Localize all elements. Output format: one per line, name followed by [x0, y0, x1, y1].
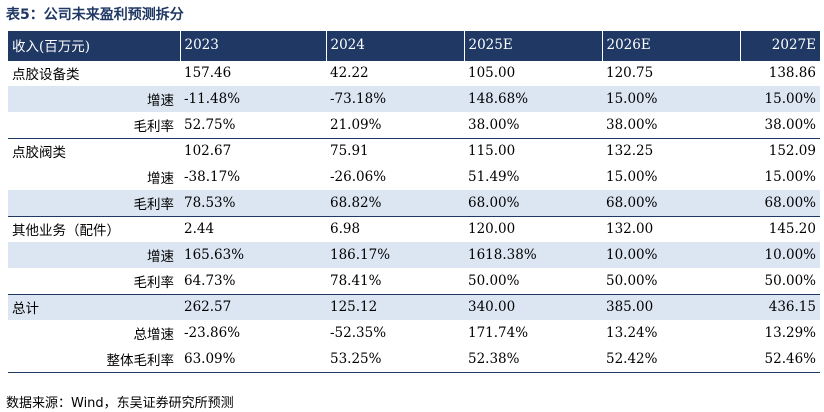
cell-value: 2.44 — [180, 215, 326, 242]
table-row: 毛利率 78.53% 68.82% 68.00% 68.00% 68.00% — [8, 190, 820, 216]
cell-value: 42.22 — [326, 59, 464, 86]
table-row: 整体毛利率 63.09% 53.25% 52.38% 52.42% 52.46% — [8, 346, 820, 373]
cell-value: 10.00% — [606, 247, 658, 263]
header-label: 收入(百万元) — [12, 39, 91, 56]
table-title: 表5：公司未来盈利预测拆分 — [6, 7, 184, 23]
cell-value: 15.00% — [606, 169, 658, 185]
cell-value: 186.17% — [330, 247, 391, 263]
cell-value: 132.00 — [602, 215, 740, 242]
table-row: 增速 165.63% 186.17% 1618.38% 10.00% 10.00… — [8, 242, 820, 268]
cell-value: 10.00% — [764, 247, 816, 263]
cell-value: 68.00% — [468, 194, 520, 211]
table-row: 总计 262.57 125.12 340.00 385.00 436.15 — [8, 293, 820, 320]
cell-value: 171.74% — [468, 325, 529, 341]
cell-value: 52.42% — [602, 346, 740, 373]
cell-value: 120.00 — [464, 215, 602, 242]
cell-value: 385.00 — [602, 293, 740, 320]
row-label: 总增速 — [133, 327, 175, 343]
cell-value: 75.91 — [326, 137, 464, 164]
cell-value: 78.41% — [330, 272, 382, 289]
cell-value: 52.46% — [740, 346, 820, 373]
table-row: 其他业务（配件） 2.44 6.98 120.00 132.00 145.20 — [8, 215, 820, 242]
cell-value: 120.75 — [602, 59, 740, 86]
row-label: 毛利率 — [133, 274, 175, 291]
header-year: 2027E — [739, 31, 820, 60]
cell-value: -73.18% — [330, 91, 387, 107]
row-label: 毛利率 — [133, 118, 175, 135]
cell-value: 68.00% — [764, 194, 816, 211]
cell-value: 15.00% — [764, 91, 816, 107]
table-row: 总增速 -23.86% -52.35% 171.74% 13.24% 13.29… — [8, 320, 820, 346]
table-row: 毛利率 64.73% 78.41% 50.00% 50.00% 50.00% — [8, 268, 820, 294]
cell-value: 102.67 — [180, 137, 326, 164]
cell-value: 262.57 — [180, 293, 326, 320]
row-label: 增速 — [147, 249, 174, 265]
table-row: 点胶设备类 157.46 42.22 105.00 120.75 138.86 — [8, 59, 820, 86]
cell-value: 63.09% — [180, 346, 326, 373]
cell-value: 38.00% — [468, 116, 520, 133]
header-year: 2023 — [179, 31, 326, 60]
row-label: 总计 — [8, 293, 180, 320]
cell-value: 53.25% — [326, 346, 464, 373]
cell-value: 15.00% — [764, 169, 816, 185]
cell-value: 165.63% — [184, 247, 245, 263]
cell-value: 38.00% — [764, 116, 816, 133]
table-row: 点胶阀类 102.67 75.91 115.00 132.25 152.09 — [8, 137, 820, 164]
cell-value: 15.00% — [606, 91, 658, 107]
table-row: 增速 -11.48% -73.18% 148.68% 15.00% 15.00% — [8, 86, 820, 112]
cell-value: 148.68% — [468, 91, 529, 107]
row-label: 整体毛利率 — [8, 346, 180, 373]
cell-value: 13.24% — [606, 325, 658, 341]
cell-value: 78.53% — [184, 194, 236, 211]
cell-value: 68.00% — [606, 194, 658, 211]
cell-value: 50.00% — [764, 272, 816, 289]
cell-value: -26.06% — [330, 169, 387, 185]
cell-value: 64.73% — [184, 272, 236, 289]
row-label: 其他业务（配件） — [8, 215, 180, 242]
cell-value: 105.00 — [464, 59, 602, 86]
table-header-row: 收入(百万元) 2023 2024 2025E 2026E 2027E — [8, 31, 820, 60]
cell-value: 115.00 — [464, 137, 602, 164]
cell-value: 157.46 — [180, 59, 326, 86]
cell-value: -11.48% — [184, 91, 241, 107]
cell-value: 13.29% — [764, 325, 816, 341]
cell-value: -52.35% — [330, 325, 387, 341]
cell-value: 52.75% — [184, 116, 236, 133]
cell-value: 6.98 — [326, 215, 464, 242]
table-row: 增速 -38.17% -26.06% 51.49% 15.00% 15.00% — [8, 164, 820, 190]
cell-value: 152.09 — [740, 137, 820, 164]
cell-value: 21.09% — [330, 116, 382, 133]
cell-value: 132.25 — [602, 137, 740, 164]
cell-value: 51.49% — [468, 169, 520, 185]
header-year: 2026E — [601, 31, 740, 60]
source-note: 数据来源：Wind，东吴证券研究所预测 — [6, 396, 234, 411]
header-year: 2025E — [463, 31, 602, 60]
row-label: 毛利率 — [133, 196, 175, 213]
cell-value: 145.20 — [740, 215, 820, 242]
cell-value: 138.86 — [740, 59, 820, 86]
cell-value: 340.00 — [464, 293, 602, 320]
cell-value: 1618.38% — [468, 247, 537, 263]
row-label: 点胶设备类 — [8, 59, 180, 86]
table-row: 毛利率 52.75% 21.09% 38.00% 38.00% 38.00% — [8, 112, 820, 138]
row-label: 点胶阀类 — [8, 137, 180, 164]
cell-value: -38.17% — [184, 169, 241, 185]
cell-value: 38.00% — [606, 116, 658, 133]
cell-value: 436.15 — [740, 293, 820, 320]
financial-forecast-table: 收入(百万元) 2023 2024 2025E 2026E 2027E 点胶设备… — [8, 31, 820, 373]
cell-value: -23.86% — [184, 325, 241, 341]
cell-value: 52.38% — [464, 346, 602, 373]
row-label: 增速 — [147, 171, 174, 187]
cell-value: 50.00% — [468, 272, 520, 289]
cell-value: 68.82% — [330, 194, 382, 211]
header-year: 2024 — [325, 31, 464, 60]
row-label: 增速 — [147, 93, 174, 109]
cell-value: 50.00% — [606, 272, 658, 289]
cell-value: 125.12 — [326, 293, 464, 320]
